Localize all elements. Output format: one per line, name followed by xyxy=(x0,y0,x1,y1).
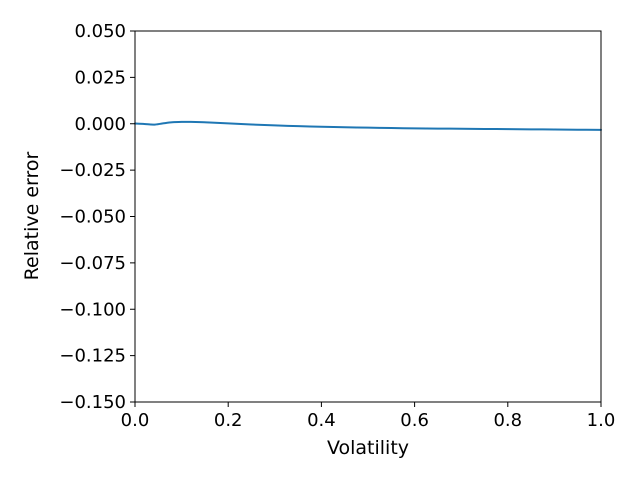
x-tick-label: 0.8 xyxy=(493,410,522,431)
y-tick-label: −0.025 xyxy=(59,160,126,181)
y-axis-label: Relative error xyxy=(21,151,43,280)
y-tick-label: −0.075 xyxy=(59,253,126,274)
y-tick-label: −0.150 xyxy=(59,392,126,413)
y-tick-label: 0.025 xyxy=(74,67,126,88)
y-axis: 0.050 0.025 0.000 −0.025 −0.050 −0.075 −0.100 −… xyxy=(59,21,135,413)
y-tick-label: −0.100 xyxy=(59,299,126,320)
series-line xyxy=(134,120,602,131)
y-tick-label: 0.050 xyxy=(74,21,126,42)
plot-area xyxy=(134,30,602,403)
x-tick-label: 1.0 xyxy=(587,410,616,431)
series-layer xyxy=(134,120,602,131)
x-tick-label: 0.2 xyxy=(214,410,243,431)
plot-frame xyxy=(134,30,602,403)
x-tick-label: 0.6 xyxy=(400,410,429,431)
y-tick-label: −0.125 xyxy=(59,346,126,367)
x-axis: 0.0 0.2 0.4 0.6 0.8 1.0 xyxy=(121,402,616,431)
x-tick-label: 0.4 xyxy=(307,410,336,431)
y-tick-label: −0.050 xyxy=(59,207,126,228)
x-tick-label: 0.0 xyxy=(121,410,150,431)
y-tick-label: 0.000 xyxy=(74,114,126,135)
x-axis-label: Volatility xyxy=(327,437,409,459)
